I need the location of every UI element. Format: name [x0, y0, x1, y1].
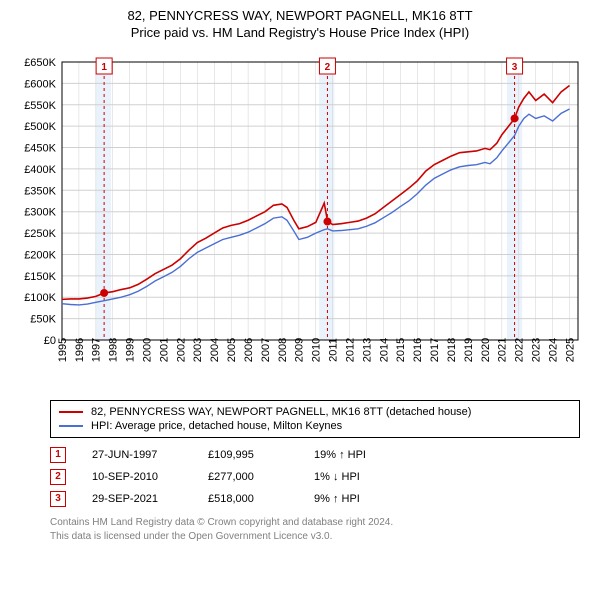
- svg-text:£0: £0: [44, 335, 56, 347]
- svg-text:2013: 2013: [361, 338, 373, 362]
- svg-text:2003: 2003: [192, 338, 204, 362]
- svg-text:2000: 2000: [141, 338, 153, 362]
- sale-diff-3: 9% ↑ HPI: [314, 493, 360, 505]
- svg-text:£150K: £150K: [24, 271, 56, 283]
- sale-diff-1: 19% ↑ HPI: [314, 449, 366, 461]
- footer-line2: This data is licensed under the Open Gov…: [50, 530, 580, 544]
- footer-line1: Contains HM Land Registry data © Crown c…: [50, 516, 580, 530]
- legend-label-hpi: HPI: Average price, detached house, Milt…: [91, 420, 342, 432]
- svg-text:£300K: £300K: [24, 206, 56, 218]
- chart-area: £0 £50K £100K £150K £200K £250K £300K £350K £400…: [12, 52, 588, 392]
- legend-label-property: 82, PENNYCRESS WAY, NEWPORT PAGNELL, MK1…: [91, 406, 471, 418]
- svg-text:2022: 2022: [514, 338, 526, 362]
- svg-text:3: 3: [512, 62, 518, 73]
- svg-text:£450K: £450K: [24, 142, 56, 154]
- svg-text:1995: 1995: [57, 338, 69, 362]
- svg-text:2023: 2023: [531, 338, 543, 362]
- svg-text:£600K: £600K: [24, 78, 56, 90]
- svg-text:2020: 2020: [480, 338, 492, 362]
- sale-diff-2: 1% ↓ HPI: [314, 471, 360, 483]
- svg-text:1998: 1998: [108, 338, 120, 362]
- sale-date-2: 10-SEP-2010: [92, 471, 182, 483]
- svg-text:2025: 2025: [564, 338, 576, 362]
- legend-box: 82, PENNYCRESS WAY, NEWPORT PAGNELL, MK1…: [50, 400, 580, 438]
- title-block: 82, PENNYCRESS WAY, NEWPORT PAGNELL, MK1…: [0, 0, 600, 46]
- svg-text:1: 1: [101, 62, 107, 73]
- svg-text:£400K: £400K: [24, 164, 56, 176]
- sale-marker-3: 3: [50, 491, 66, 507]
- sale-events: 1 27-JUN-1997 £109,995 19% ↑ HPI 2 10-SE…: [50, 444, 580, 510]
- legend-swatch-property: [59, 411, 83, 413]
- svg-text:2021: 2021: [497, 338, 509, 362]
- svg-text:£650K: £650K: [24, 57, 56, 69]
- svg-text:2002: 2002: [175, 338, 187, 362]
- svg-text:£100K: £100K: [24, 292, 56, 304]
- legend-swatch-hpi: [59, 425, 83, 427]
- svg-text:1996: 1996: [74, 338, 86, 362]
- svg-text:£550K: £550K: [24, 100, 56, 112]
- svg-text:£50K: £50K: [30, 313, 56, 325]
- sale-row-2: 2 10-SEP-2010 £277,000 1% ↓ HPI: [50, 466, 580, 488]
- svg-text:2001: 2001: [158, 338, 170, 362]
- svg-text:£250K: £250K: [24, 228, 56, 240]
- svg-text:2008: 2008: [277, 338, 289, 362]
- svg-text:2010: 2010: [311, 338, 323, 362]
- sale-row-3: 3 29-SEP-2021 £518,000 9% ↑ HPI: [50, 488, 580, 510]
- svg-text:£200K: £200K: [24, 249, 56, 261]
- svg-text:2015: 2015: [395, 338, 407, 362]
- sale-price-3: £518,000: [208, 493, 288, 505]
- svg-text:2024: 2024: [547, 338, 559, 362]
- svg-text:2007: 2007: [260, 338, 272, 362]
- svg-text:2014: 2014: [378, 338, 390, 362]
- title-address: 82, PENNYCRESS WAY, NEWPORT PAGNELL, MK1…: [0, 8, 600, 25]
- legend-row-hpi: HPI: Average price, detached house, Milt…: [59, 419, 571, 433]
- svg-text:2004: 2004: [209, 338, 221, 362]
- sale-row-1: 1 27-JUN-1997 £109,995 19% ↑ HPI: [50, 444, 580, 466]
- svg-text:2005: 2005: [226, 338, 238, 362]
- legend-row-property: 82, PENNYCRESS WAY, NEWPORT PAGNELL, MK1…: [59, 405, 571, 419]
- sale-date-3: 29-SEP-2021: [92, 493, 182, 505]
- svg-text:2018: 2018: [446, 338, 458, 362]
- svg-text:2016: 2016: [412, 338, 424, 362]
- title-subtitle: Price paid vs. HM Land Registry's House …: [0, 25, 600, 42]
- chart-svg: £0 £50K £100K £150K £200K £250K £300K £350K £400…: [12, 52, 588, 392]
- sale-date-1: 27-JUN-1997: [92, 449, 182, 461]
- svg-text:2: 2: [325, 62, 331, 73]
- sale-marker-2: 2: [50, 469, 66, 485]
- sale-price-2: £277,000: [208, 471, 288, 483]
- svg-text:2019: 2019: [463, 338, 475, 362]
- svg-text:2011: 2011: [328, 338, 340, 362]
- svg-text:2009: 2009: [294, 338, 306, 362]
- svg-text:2006: 2006: [243, 338, 255, 362]
- svg-text:1997: 1997: [91, 338, 103, 362]
- svg-text:£500K: £500K: [24, 121, 56, 133]
- svg-text:1999: 1999: [125, 338, 137, 362]
- sale-price-1: £109,995: [208, 449, 288, 461]
- footer: Contains HM Land Registry data © Crown c…: [50, 516, 580, 544]
- svg-text:2017: 2017: [429, 338, 441, 362]
- sale-marker-1: 1: [50, 447, 66, 463]
- svg-text:£350K: £350K: [24, 185, 56, 197]
- svg-text:2012: 2012: [344, 338, 356, 362]
